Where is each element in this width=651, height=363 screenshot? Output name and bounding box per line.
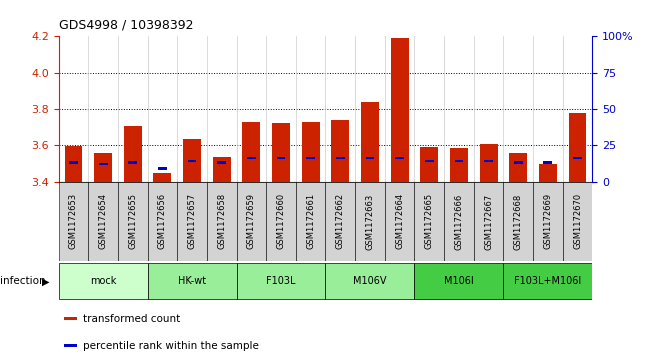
Bar bbox=[64, 317, 77, 320]
Bar bbox=[277, 157, 285, 159]
Bar bbox=[385, 182, 415, 261]
Text: F103L+M106I: F103L+M106I bbox=[514, 276, 581, 286]
Text: GSM1172667: GSM1172667 bbox=[484, 193, 493, 249]
Bar bbox=[503, 182, 533, 261]
Bar bbox=[236, 263, 326, 299]
Text: GSM1172662: GSM1172662 bbox=[336, 193, 345, 249]
Text: HK-wt: HK-wt bbox=[178, 276, 206, 286]
Text: GSM1172670: GSM1172670 bbox=[573, 193, 582, 249]
Bar bbox=[503, 263, 592, 299]
Text: mock: mock bbox=[90, 276, 117, 286]
Text: GSM1172660: GSM1172660 bbox=[277, 193, 286, 249]
Bar bbox=[355, 182, 385, 261]
Bar bbox=[207, 182, 236, 261]
Text: GSM1172661: GSM1172661 bbox=[306, 193, 315, 249]
Bar bbox=[242, 122, 260, 182]
Bar bbox=[365, 157, 374, 159]
Text: M106V: M106V bbox=[353, 276, 387, 286]
Text: GSM1172657: GSM1172657 bbox=[187, 193, 197, 249]
Bar bbox=[213, 157, 230, 182]
Bar bbox=[539, 164, 557, 182]
Bar bbox=[395, 157, 404, 159]
Bar bbox=[89, 182, 118, 261]
Bar bbox=[326, 182, 355, 261]
Bar bbox=[247, 157, 256, 159]
Text: percentile rank within the sample: percentile rank within the sample bbox=[83, 341, 258, 351]
Bar bbox=[415, 182, 444, 261]
Bar bbox=[331, 120, 349, 182]
Bar bbox=[573, 157, 582, 159]
Bar bbox=[59, 263, 148, 299]
Bar bbox=[444, 182, 474, 261]
Bar bbox=[415, 263, 503, 299]
Bar bbox=[158, 167, 167, 170]
Bar bbox=[514, 162, 523, 164]
Bar bbox=[421, 147, 438, 182]
Bar bbox=[544, 162, 552, 164]
Bar bbox=[306, 157, 315, 159]
Text: infection: infection bbox=[0, 276, 46, 286]
Text: GSM1172669: GSM1172669 bbox=[544, 193, 553, 249]
Text: GSM1172659: GSM1172659 bbox=[247, 193, 256, 249]
Bar bbox=[302, 122, 320, 182]
Text: GSM1172666: GSM1172666 bbox=[454, 193, 464, 249]
Bar bbox=[154, 174, 171, 182]
Text: M106I: M106I bbox=[444, 276, 474, 286]
Bar bbox=[569, 114, 587, 182]
Text: GSM1172664: GSM1172664 bbox=[395, 193, 404, 249]
Bar bbox=[148, 263, 236, 299]
Bar bbox=[236, 182, 266, 261]
Bar bbox=[118, 182, 148, 261]
Bar bbox=[217, 162, 226, 164]
Bar bbox=[124, 126, 142, 182]
Text: GSM1172653: GSM1172653 bbox=[69, 193, 78, 249]
Bar bbox=[361, 102, 379, 182]
Bar bbox=[266, 182, 296, 261]
Bar bbox=[272, 122, 290, 182]
Bar bbox=[454, 160, 464, 162]
Bar bbox=[480, 144, 497, 182]
Bar bbox=[99, 163, 107, 165]
Bar bbox=[484, 160, 493, 162]
Bar bbox=[183, 139, 201, 182]
Text: GSM1172656: GSM1172656 bbox=[158, 193, 167, 249]
Bar bbox=[474, 182, 503, 261]
Bar bbox=[533, 182, 562, 261]
Bar bbox=[562, 182, 592, 261]
Bar bbox=[148, 182, 177, 261]
Bar bbox=[296, 182, 326, 261]
Bar bbox=[391, 38, 409, 182]
Text: ▶: ▶ bbox=[42, 276, 50, 286]
Bar bbox=[187, 160, 197, 162]
Bar bbox=[326, 263, 415, 299]
Bar bbox=[177, 182, 207, 261]
Bar bbox=[59, 182, 89, 261]
Bar bbox=[64, 146, 82, 182]
Text: GSM1172665: GSM1172665 bbox=[425, 193, 434, 249]
Bar bbox=[336, 157, 345, 159]
Text: transformed count: transformed count bbox=[83, 314, 180, 323]
Text: GSM1172668: GSM1172668 bbox=[514, 193, 523, 249]
Bar bbox=[94, 153, 112, 182]
Bar bbox=[425, 160, 434, 162]
Text: GSM1172663: GSM1172663 bbox=[365, 193, 374, 249]
Bar bbox=[450, 148, 468, 182]
Bar bbox=[509, 153, 527, 182]
Text: GSM1172654: GSM1172654 bbox=[98, 193, 107, 249]
Bar bbox=[69, 162, 78, 164]
Bar bbox=[128, 162, 137, 164]
Text: F103L: F103L bbox=[266, 276, 296, 286]
Text: GSM1172655: GSM1172655 bbox=[128, 193, 137, 249]
Bar bbox=[64, 344, 77, 347]
Text: GSM1172658: GSM1172658 bbox=[217, 193, 226, 249]
Text: GDS4998 / 10398392: GDS4998 / 10398392 bbox=[59, 18, 193, 31]
